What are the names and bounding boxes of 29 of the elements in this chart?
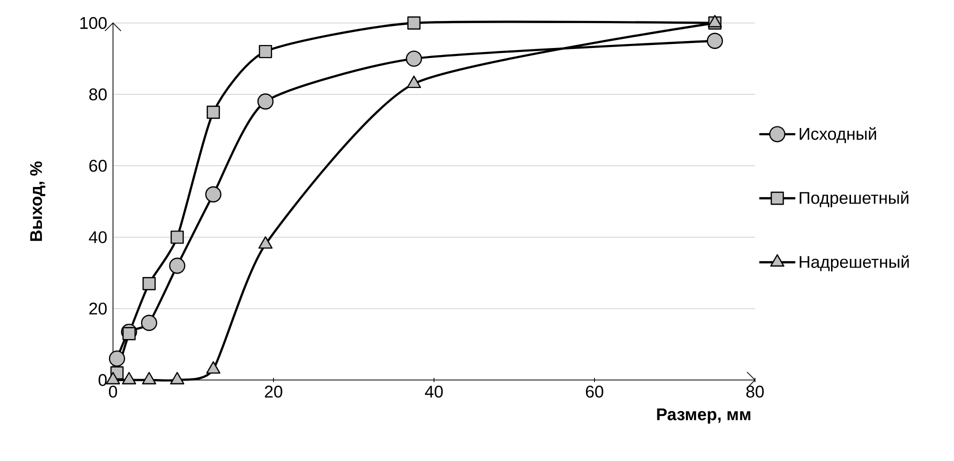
point	[407, 16, 421, 30]
y-tick-label: 60	[89, 160, 107, 172]
y-tick-label: 20	[89, 302, 107, 315]
point	[169, 258, 186, 274]
legend-label: Исходный	[800, 127, 876, 144]
y-tick-label: 0	[98, 374, 107, 386]
point	[406, 50, 422, 67]
y-tick-label: 80	[89, 88, 107, 100]
y-tick-label: 40	[88, 231, 107, 244]
point	[108, 350, 126, 367]
legend-label: Подрешетный	[800, 191, 908, 208]
point	[122, 326, 136, 340]
point	[142, 277, 156, 290]
point	[706, 32, 723, 49]
point	[141, 314, 158, 331]
x-tick-label: 60	[586, 386, 604, 398]
point	[170, 230, 184, 244]
x-tick-label: 40	[424, 386, 443, 398]
point	[257, 93, 274, 110]
y-tick-label: 100	[80, 17, 107, 29]
point	[258, 44, 272, 58]
x-tick-label: 80	[746, 386, 764, 398]
legend-label: Надрешетный	[800, 255, 909, 272]
point	[206, 106, 220, 119]
point	[205, 186, 222, 202]
x-tick-label: 0	[108, 386, 118, 398]
x-tick-label: 20	[264, 386, 282, 398]
y-axis-title: Выход, %	[30, 161, 46, 241]
x-axis-title: Размер, мм	[657, 408, 750, 424]
